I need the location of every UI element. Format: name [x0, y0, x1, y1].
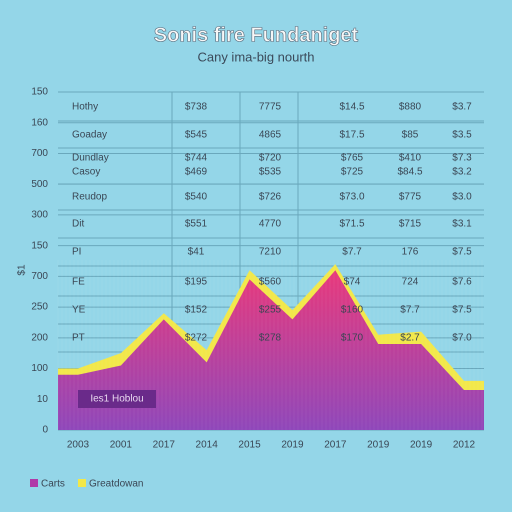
table-cell: $152 — [185, 305, 208, 316]
legend-swatch — [78, 479, 86, 487]
x-tick-label: 2012 — [453, 440, 476, 451]
table-cell: $765 — [341, 153, 364, 164]
annotation-box — [78, 390, 156, 408]
chart-title: Sonis fire Fundaniget — [154, 24, 359, 46]
table-cell: $545 — [185, 130, 208, 141]
table-cell: $3.2 — [452, 167, 472, 178]
x-tick-label: 2019 — [367, 440, 390, 451]
x-tick-label: 2019 — [281, 440, 304, 451]
chart-subtitle: Cany ima-big nourth — [197, 49, 314, 64]
area — [58, 270, 484, 430]
y-tick-label: 0 — [42, 425, 48, 436]
x-tick-label: 2014 — [196, 440, 219, 451]
row-label: Dit — [72, 219, 84, 230]
y-tick-label: 700 — [31, 148, 48, 159]
legend-label: Carts — [41, 479, 65, 490]
y-tick-label: 700 — [31, 271, 48, 282]
table-cell: $3.5 — [452, 130, 472, 141]
x-tick-label: 2019 — [410, 440, 433, 451]
y-tick-label: 150 — [31, 240, 48, 251]
row-label: Reudop — [72, 192, 107, 203]
row-label: Dundlay — [72, 153, 109, 164]
table-cell: $170 — [341, 333, 364, 344]
row-label: Casoy — [72, 167, 100, 178]
table-cell: 4865 — [259, 130, 282, 141]
table-cell: $14.5 — [339, 102, 364, 113]
y-tick-label: 150 — [31, 87, 48, 98]
table-cell: $725 — [341, 167, 364, 178]
row-label: Goaday — [72, 130, 107, 141]
table-cell: $3.1 — [452, 219, 472, 230]
y-tick-label: 250 — [31, 302, 48, 313]
row-label: FE — [72, 277, 85, 288]
table-cell: $17.5 — [339, 130, 364, 141]
table-cell: $720 — [259, 153, 282, 164]
table-cell: $73.0 — [339, 192, 364, 203]
y-tick-label: 200 — [31, 332, 48, 343]
x-tick-label: 2015 — [238, 440, 261, 451]
table-cell: $41 — [188, 247, 205, 258]
x-tick-label: 2017 — [324, 440, 347, 451]
table-cell: $7.5 — [452, 305, 472, 316]
legend-swatch — [30, 479, 38, 487]
table-cell: 7775 — [259, 102, 282, 113]
row-label: Hothy — [72, 102, 98, 113]
table-cell: $278 — [259, 333, 282, 344]
table-cell: 4770 — [259, 219, 282, 230]
x-tick-label: 2017 — [153, 440, 176, 451]
table-cell: $84.5 — [397, 167, 422, 178]
table-cell: $744 — [185, 153, 208, 164]
y-axis-label: $1 — [17, 264, 28, 276]
y-tick-label: 300 — [31, 210, 48, 221]
table-cell: $255 — [259, 305, 282, 316]
y-tick-label: 160 — [31, 117, 48, 128]
table-cell: 176 — [402, 247, 419, 258]
x-tick-label: 2001 — [110, 440, 133, 451]
table-cell: $71.5 — [339, 219, 364, 230]
table-cell: $560 — [259, 277, 282, 288]
table-cell: $738 — [185, 102, 208, 113]
table-cell: $775 — [399, 192, 422, 203]
table-cell: $160 — [341, 305, 364, 316]
table-cell: $3.7 — [452, 102, 472, 113]
table-cell: $7.7 — [342, 247, 362, 258]
table-cell: $195 — [185, 277, 208, 288]
table-cell: $540 — [185, 192, 208, 203]
table-cell: $3.0 — [452, 192, 472, 203]
table-cell: $410 — [399, 153, 422, 164]
table-cell: $551 — [185, 219, 208, 230]
annotation: Ies1 Hoblou — [90, 394, 143, 405]
table-cell: $7.6 — [452, 277, 472, 288]
table-cell: $85 — [402, 130, 419, 141]
table-cell: 724 — [402, 277, 419, 288]
table-cell: $272 — [185, 333, 208, 344]
table-cell: 7210 — [259, 247, 282, 258]
table-cell: $7.7 — [400, 305, 420, 316]
row-label: PT — [72, 333, 85, 344]
table-cell: $7.5 — [452, 247, 472, 258]
legend-label: Greatdowan — [89, 479, 143, 490]
table-cell: $726 — [259, 192, 282, 203]
row-label: PI — [72, 247, 81, 258]
table-cell: $469 — [185, 167, 208, 178]
table-cell: $715 — [399, 219, 422, 230]
x-tick-label: 2003 — [67, 440, 90, 451]
table-cell: $880 — [399, 102, 422, 113]
y-tick-label: 10 — [37, 394, 49, 405]
table-cell: $535 — [259, 167, 282, 178]
table-cell: $74 — [344, 277, 361, 288]
y-tick-label: 500 — [31, 179, 48, 190]
table-cell: $7.0 — [452, 333, 472, 344]
y-tick-label: 100 — [31, 363, 48, 374]
table-cell: $2.7 — [400, 333, 420, 344]
table-cell: $7.3 — [452, 153, 472, 164]
row-label: YE — [72, 305, 86, 316]
